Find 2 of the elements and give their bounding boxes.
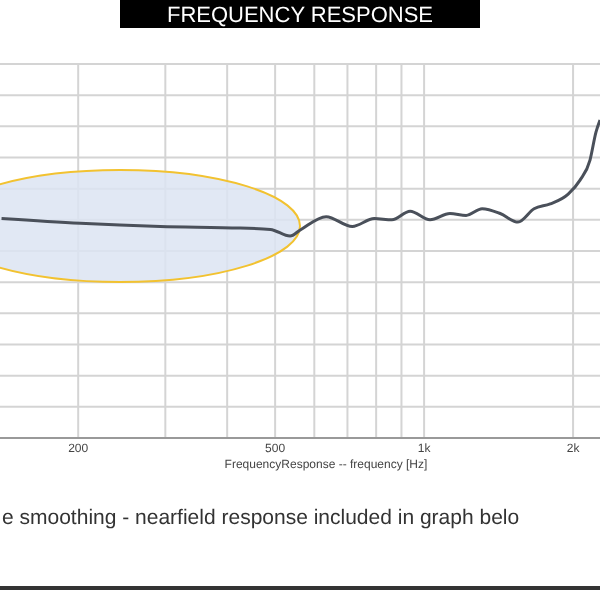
- chart-title: FREQUENCY RESPONSE: [166, 4, 434, 28]
- text: e smoothing - nearfield response included in graph belo: [2, 506, 520, 530]
